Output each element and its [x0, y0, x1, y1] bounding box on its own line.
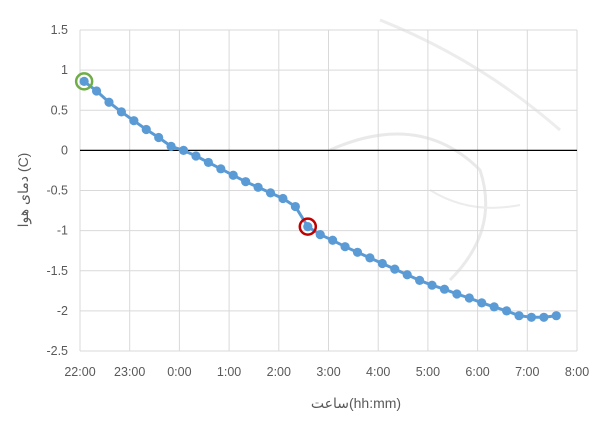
data-point: [265, 188, 276, 198]
annotations: [74, 72, 318, 236]
data-point: [514, 311, 524, 321]
x-tick-label: 6:00: [465, 365, 489, 379]
data-point: [551, 311, 561, 321]
x-tick-label: 2:00: [267, 365, 291, 379]
data-point: [154, 132, 164, 143]
x-tick-label: 3:00: [316, 365, 340, 379]
data-point: [415, 275, 425, 285]
y-tick-label: -0.5: [46, 184, 68, 198]
highlight-circle: [298, 217, 318, 236]
y-tick-label: 1.5: [51, 23, 68, 37]
data-point: [141, 124, 151, 135]
y-tick-label: -1.5: [46, 264, 68, 278]
data-point: [315, 230, 325, 240]
axes: 22:00 23:00 0:00 1:00 2:00 3:00 4:00 5:00 6:00 7:…: [46, 23, 589, 379]
x-tick-label: 4:00: [366, 365, 390, 379]
data-point: [365, 253, 375, 263]
y-tick-label: 0: [61, 143, 68, 157]
data-point: [452, 289, 462, 299]
data-point: [79, 76, 89, 86]
data-point: [501, 306, 512, 316]
x-tick-label: 0:00: [167, 365, 191, 379]
data-point: [303, 222, 313, 232]
data-point: [278, 193, 288, 204]
x-tick-label: 23:00: [114, 365, 145, 379]
y-tick-label: -2.5: [46, 344, 68, 358]
data-point: [203, 157, 213, 168]
data-point: [228, 170, 238, 180]
data-point: [439, 284, 450, 294]
y-axis-label: دمای هوا (C): [15, 153, 32, 228]
data-point: [166, 141, 176, 151]
data-point: [539, 312, 549, 322]
data-point: [328, 235, 338, 245]
x-tick-label: 7:00: [515, 365, 539, 379]
y-tick-label: -2: [57, 304, 68, 318]
data-point: [352, 247, 363, 257]
data-point: [216, 164, 226, 174]
y-tick-label: 0.5: [51, 103, 68, 117]
data-point: [526, 312, 537, 322]
highlight-circle: [74, 72, 94, 91]
data-point: [91, 86, 102, 96]
data-point: [377, 258, 387, 269]
data-point: [104, 97, 114, 107]
data-point: [390, 264, 400, 274]
data-point: [489, 302, 499, 312]
x-tick-label: 8:00: [565, 365, 589, 379]
y-tick-label: 1: [61, 63, 68, 77]
data-point: [178, 145, 189, 155]
data-point: [191, 151, 201, 161]
data-point: [477, 298, 487, 308]
series-layer: [79, 76, 561, 322]
data-point: [340, 242, 350, 252]
data-point: [290, 201, 300, 212]
x-tick-label: 5:00: [416, 365, 440, 379]
y-tick-label: -1: [57, 224, 68, 238]
x-tick-label: 1:00: [217, 365, 241, 379]
data-point: [464, 293, 474, 303]
data-point: [116, 107, 127, 117]
data-point: [427, 280, 437, 290]
data-point: [402, 270, 412, 280]
x-axis-label: ساعت(hh:mm): [311, 395, 401, 411]
data-point: [241, 177, 251, 187]
x-tick-label: 22:00: [64, 365, 95, 379]
data-point: [253, 182, 263, 192]
data-point: [129, 116, 139, 126]
